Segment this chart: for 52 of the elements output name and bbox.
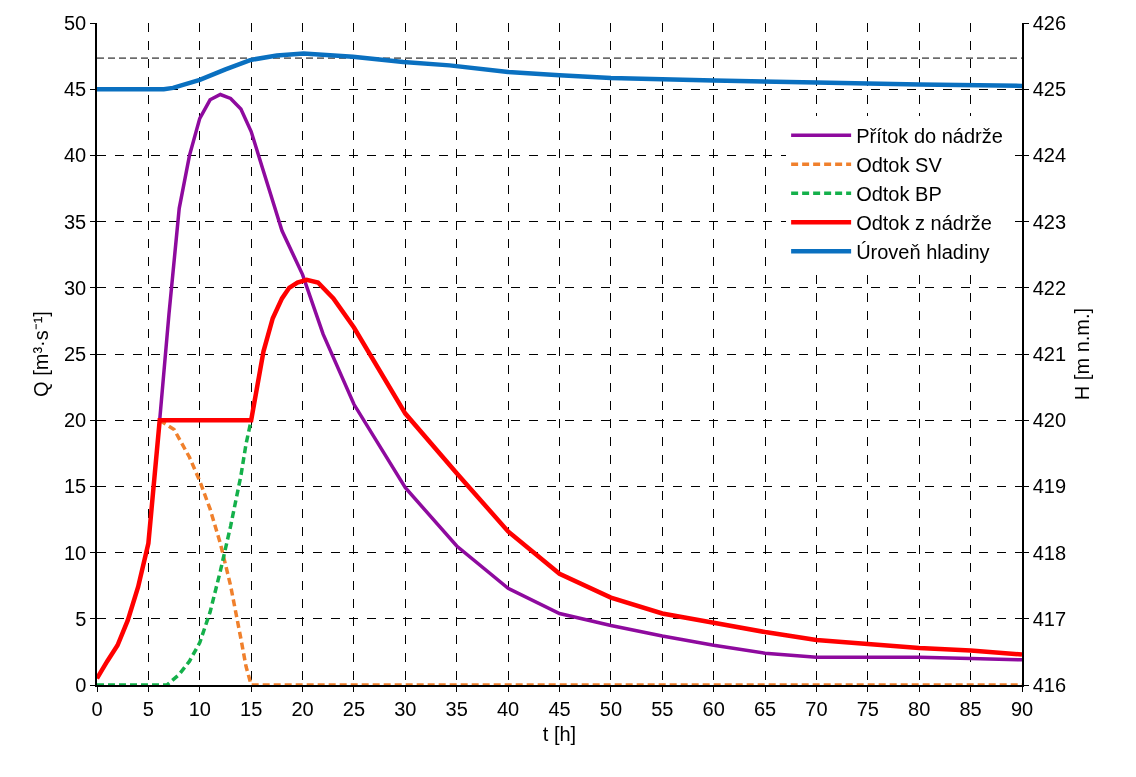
y-tick-label: 45	[64, 78, 87, 101]
y-tick-label: 15	[64, 475, 87, 498]
x-tick-label: 45	[548, 697, 571, 720]
x-tick-label: 35	[445, 697, 468, 720]
x-tick-label: 90	[1010, 697, 1034, 720]
x-tick-label: 15	[240, 697, 263, 720]
y2-tick-label: 423	[1032, 210, 1067, 233]
x-tick-label: 5	[142, 697, 154, 720]
y-tick-label: 40	[64, 144, 87, 167]
y-axis-title: Q [m³·s⁻¹]	[30, 311, 52, 397]
x-tick-label: 70	[805, 697, 828, 720]
x-tick-label: 40	[496, 697, 520, 720]
y2-tick-label: 425	[1032, 78, 1067, 101]
x-tick-label: 20	[291, 697, 314, 720]
y2-tick-label: 417	[1032, 607, 1067, 630]
x-tick-label: 60	[702, 697, 725, 720]
x-tick-label: 10	[188, 697, 211, 720]
y2-tick-label: 416	[1032, 674, 1067, 696]
x-tick-label: 65	[753, 697, 777, 720]
legend-label: Odtok BP	[856, 182, 942, 205]
y2-tick-label: 419	[1032, 475, 1067, 498]
x-tick-label: 75	[856, 697, 879, 720]
x-tick-label: 30	[394, 697, 417, 720]
y2-tick-label: 422	[1032, 276, 1067, 299]
y2-tick-label: 421	[1032, 343, 1067, 365]
legend-label: Přítok do nádrže	[856, 124, 1003, 147]
y2-axis-title: H [m n.m.]	[1071, 307, 1094, 401]
legend-label: Úroveň hladiny	[856, 240, 990, 263]
y-tick-label: 20	[64, 409, 87, 432]
y-tick-label: 0	[75, 674, 87, 696]
x-tick-label: 80	[908, 697, 931, 720]
y2-tick-label: 426	[1032, 12, 1067, 34]
line-series	[157, 92, 1022, 662]
y-tick-label: 30	[64, 276, 87, 299]
legend-label: Odtok z nádrže	[856, 211, 992, 234]
x-tick-label: 85	[959, 697, 982, 720]
y-tick-label: 35	[64, 210, 87, 233]
y-tick-label: 10	[64, 541, 87, 564]
x-tick-label: 50	[599, 697, 623, 720]
x-tick-label: 25	[342, 697, 366, 720]
line-series	[97, 277, 1022, 681]
y-tick-label: 5	[75, 607, 87, 630]
y2-tick-label: 424	[1032, 144, 1067, 167]
x-axis-title: t [h]	[542, 722, 577, 745]
x-tick-label: 0	[91, 697, 103, 720]
x-tick-label: 55	[651, 697, 674, 720]
y2-tick-label: 420	[1032, 409, 1067, 432]
y-tick-label: 25	[64, 343, 87, 365]
line-series	[97, 51, 1022, 92]
legend-label: Odtok SV	[856, 153, 943, 176]
y-tick-label: 50	[64, 12, 87, 34]
y2-tick-label: 418	[1032, 541, 1067, 564]
